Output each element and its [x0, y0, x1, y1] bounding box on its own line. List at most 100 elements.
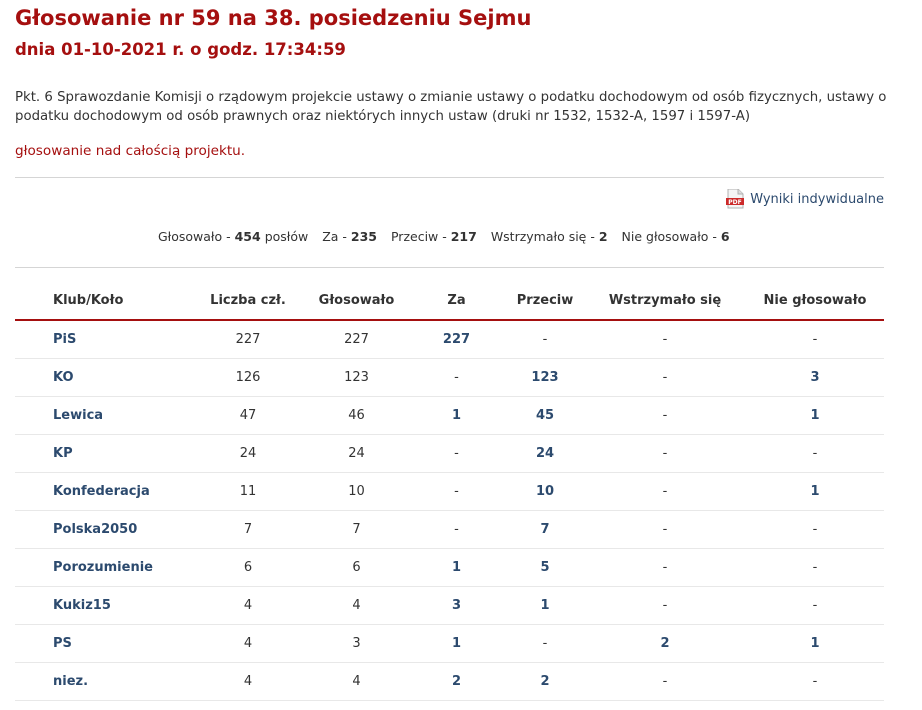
za-count[interactable]: 3 [407, 586, 506, 625]
summary-za-value: 235 [350, 229, 377, 244]
club-name: KP [15, 434, 190, 473]
nie-glosowalo-count[interactable]: 1 [746, 396, 884, 435]
wstrzymalo-count: - [584, 396, 746, 435]
nie-glosowalo-count: - [746, 510, 884, 549]
nie-glosowalo-count: - [746, 548, 884, 587]
za-count[interactable]: 1 [407, 624, 506, 663]
club-name: Kukiz15 [15, 586, 190, 625]
table-row: Lewica 47 46 1 45-1 [15, 396, 884, 435]
za-count[interactable]: 1 [407, 548, 506, 587]
nie-glosowalo-count[interactable]: 1 [746, 472, 884, 511]
za-count[interactable]: 1 [407, 396, 506, 435]
table-row: Porozumienie 6 6 1 5- - [15, 548, 884, 587]
page-subtitle: dnia 01-10-2021 r. o godz. 17:34:59 [15, 40, 346, 59]
summary-za-label: Za - [322, 229, 347, 244]
club-name: Porozumienie [15, 548, 190, 587]
za-count: - [407, 510, 506, 549]
club-link[interactable]: KP [53, 446, 73, 461]
divider-table [15, 267, 884, 268]
vote-description: Pkt. 6 Sprawozdanie Komisji o rządowym p… [15, 90, 887, 124]
wstrzymalo-count: - [584, 472, 746, 511]
individual-results-link[interactable]: PDF Wyniki indywidualne [726, 188, 884, 209]
club-link[interactable]: Konfederacja [53, 484, 150, 499]
wstrzymalo-count: - [584, 510, 746, 549]
pdf-icon: PDF [726, 188, 745, 209]
wstrzymalo-count: - [584, 358, 746, 397]
wstrzymalo-count: - [584, 434, 746, 473]
voted-count: 3 [306, 624, 407, 663]
club-link[interactable]: Porozumienie [53, 560, 153, 575]
voted-count: 4 [306, 662, 407, 701]
table-row: Kukiz15 4 4 3 1- - [15, 586, 884, 625]
page-title: Głosowanie nr 59 na 38. posiedzeniu Sejm… [15, 6, 532, 30]
members-count: 4 [190, 662, 306, 701]
club-name: PS [15, 624, 190, 663]
header-voted: Głosowało [306, 282, 407, 321]
summary-voted-value: 454 [234, 229, 261, 244]
nie-glosowalo-count: - [746, 434, 884, 473]
header-members: Liczba czł. [190, 282, 306, 321]
table-row: PS 4 3 1-2 1 [15, 624, 884, 663]
members-count: 47 [190, 396, 306, 435]
table-row: KO 126 123-123-3 [15, 358, 884, 397]
wstrzymalo-count: - [584, 320, 746, 359]
club-name: niez. [15, 662, 190, 701]
members-count: 227 [190, 320, 306, 359]
wstrzymalo-count[interactable]: 2 [584, 624, 746, 663]
pdf-icon-label: PDF [728, 199, 741, 206]
results-table: Klub/Koło Liczba czł. Głosowało Za Przec… [15, 282, 884, 701]
members-count: 6 [190, 548, 306, 587]
members-count: 126 [190, 358, 306, 397]
przeciw-count[interactable]: 1 [506, 586, 584, 625]
summary-wstrzymalo-label: Wstrzymało się - [490, 229, 595, 244]
summary-nie-glosowalo-value: 6 [720, 229, 730, 244]
przeciw-count[interactable]: 10 [506, 472, 584, 511]
summary-voted-label: Głosowało - [158, 229, 231, 244]
za-count: - [407, 472, 506, 511]
club-link[interactable]: PiS [53, 332, 77, 347]
za-count[interactable]: 2 [407, 662, 506, 701]
voted-count: 123 [306, 358, 407, 397]
table-row: Konfederacja 11 10-10-1 [15, 472, 884, 511]
nie-glosowalo-count[interactable]: 1 [746, 624, 884, 663]
summary-wstrzymalo-value: 2 [598, 229, 608, 244]
vote-mode: głosowanie nad całością projektu. [15, 143, 246, 159]
divider-top [15, 177, 884, 178]
za-count[interactable]: 227 [407, 320, 506, 359]
members-count: 7 [190, 510, 306, 549]
individual-results-label: Wyniki indywidualne [750, 191, 884, 207]
table-row: niez. 4 4 2 2- - [15, 662, 884, 701]
nie-glosowalo-count: - [746, 586, 884, 625]
summary-voted-suffix: posłów [264, 229, 309, 244]
przeciw-count[interactable]: 7 [506, 510, 584, 549]
przeciw-count[interactable]: 123 [506, 358, 584, 397]
club-name: Lewica [15, 396, 190, 435]
club-link[interactable]: Lewica [53, 408, 104, 423]
przeciw-count[interactable]: 5 [506, 548, 584, 587]
summary-przeciw-label: Przeciw - [390, 229, 447, 244]
header-wstrzymalo: Wstrzymało się [584, 282, 746, 321]
header-przeciw: Przeciw [506, 282, 584, 321]
header-club: Klub/Koło [15, 282, 190, 321]
members-count: 11 [190, 472, 306, 511]
nie-glosowalo-count: - [746, 662, 884, 701]
wstrzymalo-count: - [584, 662, 746, 701]
members-count: 4 [190, 624, 306, 663]
club-link[interactable]: Polska2050 [53, 522, 138, 537]
header-nie-glosowalo: Nie głosowało [746, 282, 884, 321]
summary-przeciw-value: 217 [450, 229, 477, 244]
table-row: Polska2050 7 7-7- - [15, 510, 884, 549]
nie-glosowalo-count: - [746, 320, 884, 359]
table-row: KP 24 24-24- - [15, 434, 884, 473]
przeciw-count[interactable]: 2 [506, 662, 584, 701]
club-link[interactable]: Kukiz15 [53, 598, 111, 613]
nie-glosowalo-count[interactable]: 3 [746, 358, 884, 397]
summary-nie-glosowalo-label: Nie głosowało - [621, 229, 717, 244]
voted-count: 24 [306, 434, 407, 473]
club-link[interactable]: PS [53, 636, 72, 651]
club-name: Konfederacja [15, 472, 190, 511]
club-link[interactable]: niez. [53, 674, 89, 689]
przeciw-count[interactable]: 24 [506, 434, 584, 473]
club-link[interactable]: KO [53, 370, 74, 385]
przeciw-count[interactable]: 45 [506, 396, 584, 435]
